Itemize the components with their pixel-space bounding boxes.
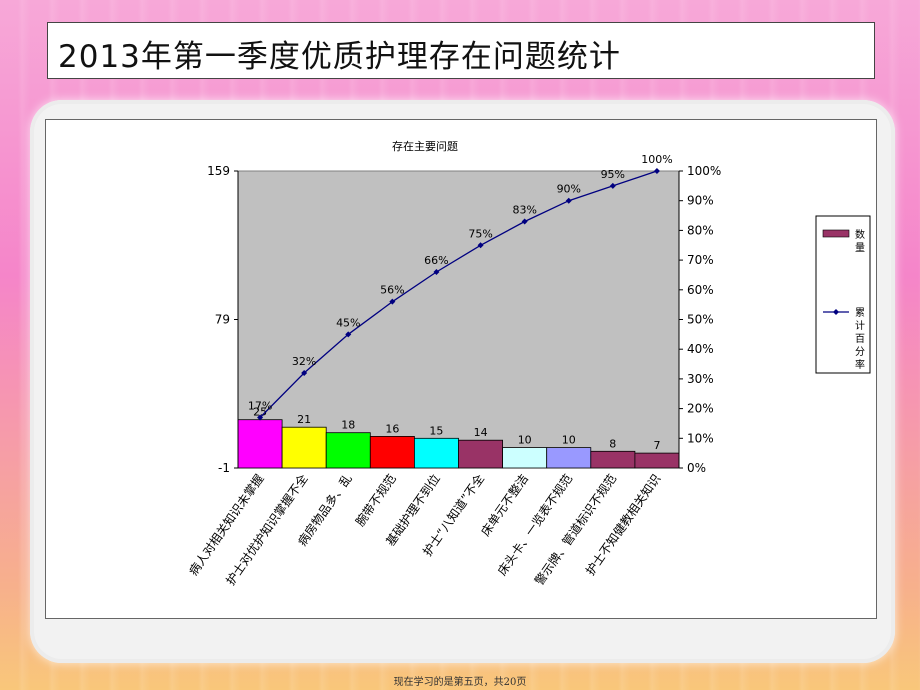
cumulative-point <box>653 168 660 174</box>
bar-value-label: 16 <box>385 422 399 435</box>
right-tick-label: 90% <box>687 194 714 208</box>
cumulative-point <box>301 369 308 376</box>
cumulative-label: 66% <box>424 254 448 267</box>
bar-4 <box>369 435 415 469</box>
bar-value-label: 14 <box>474 426 488 439</box>
right-tick-label: 50% <box>687 313 714 327</box>
bar-1 <box>237 419 283 469</box>
right-tick-label: 100% <box>687 164 721 178</box>
left-tick-label: -1 <box>218 461 230 475</box>
bar-value-label: 15 <box>429 424 443 437</box>
cumulative-point <box>521 218 528 225</box>
category-label: 护士对优护知识掌握不全 <box>223 471 311 588</box>
bar-value-label: 7 <box>654 439 661 452</box>
bar-2 <box>281 426 327 469</box>
legend-line-name: 累计百分率 <box>855 307 865 371</box>
cumulative-label: 56% <box>380 284 404 297</box>
cumulative-point <box>433 268 440 275</box>
cumulative-label: 45% <box>336 316 360 329</box>
legend: 数量 累计百分率 <box>815 215 871 374</box>
right-tick-label: 0% <box>687 461 706 475</box>
left-tick-label: 79 <box>215 313 230 327</box>
cumulative-label: 100% <box>641 153 672 166</box>
chart-title: 存在主要问题 <box>392 139 458 153</box>
slide-title: 2013年第一季度优质护理存在问题统计 <box>58 39 621 75</box>
bar-value-label: 21 <box>297 413 311 426</box>
bar-5 <box>413 437 459 469</box>
plot-area <box>237 170 680 469</box>
bar-value-label: 8 <box>609 437 616 450</box>
right-tick-label: 30% <box>687 372 714 386</box>
legend-box <box>815 215 871 374</box>
legend-line-marker <box>833 309 839 315</box>
cumulative-label: 17% <box>248 400 272 413</box>
category-label: 床头卡、一览表不规范 <box>494 471 575 578</box>
right-tick-label: 10% <box>687 431 714 445</box>
cumulative-label: 95% <box>601 168 625 181</box>
bar-3 <box>325 432 371 469</box>
cumulative-label: 90% <box>557 183 581 196</box>
page-footer: 现在学习的是第五页，共20页 <box>393 677 527 688</box>
bar-9 <box>590 450 636 469</box>
cumulative-point <box>565 197 572 204</box>
cumulative-point <box>257 414 264 421</box>
legend-bar-name: 数量 <box>855 228 865 254</box>
title-box: 2013年第一季度优质护理存在问题统计 <box>47 22 875 79</box>
bar-value-label: 10 <box>518 434 532 447</box>
bar-value-label: 25 <box>253 406 267 419</box>
right-tick-label: 60% <box>687 283 714 297</box>
right-tick-label: 40% <box>687 342 714 356</box>
category-label: 腕带不规范 <box>352 471 399 529</box>
bar-7 <box>502 447 548 469</box>
cumulative-label: 32% <box>292 355 316 368</box>
cumulative-line <box>259 170 658 418</box>
right-tick-label: 70% <box>687 253 714 267</box>
legend-bar-swatch <box>822 229 850 238</box>
category-label: 病人对相关知识未掌握 <box>185 471 266 578</box>
bar-value-label: 10 <box>562 434 576 447</box>
left-tick-label: 159 <box>207 164 230 178</box>
bar-8 <box>546 447 592 469</box>
cumulative-point <box>609 182 616 189</box>
cumulative-label: 75% <box>468 227 492 240</box>
bar-6 <box>458 439 503 469</box>
cumulative-point <box>345 331 352 338</box>
cumulative-point <box>389 298 396 305</box>
right-tick-label: 20% <box>687 402 714 416</box>
category-label: 护士不知健教相关知识 <box>582 471 663 578</box>
right-tick-label: 80% <box>687 223 714 237</box>
bar-value-label: 18 <box>341 419 355 432</box>
bar-10 <box>634 452 680 469</box>
category-label: 警示牌、管道标识不规范 <box>531 471 619 588</box>
cumulative-point <box>477 242 484 249</box>
pareto-chart: 存在主要问题 25 21 18 16 15 14 10 10 8 7 17% 32% 45% 56% 66… <box>185 139 871 588</box>
cumulative-label: 83% <box>512 204 536 217</box>
